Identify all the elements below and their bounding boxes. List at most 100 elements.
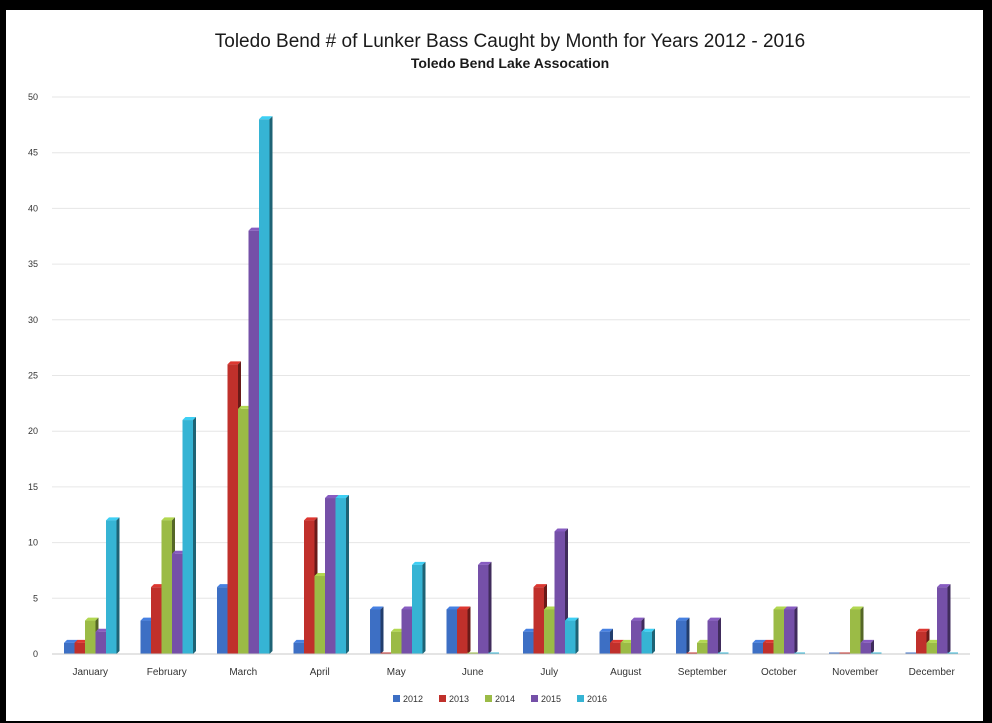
y-axis-ticks: 0 5 10 15 20 25 30 35 40 45 50 xyxy=(28,92,38,659)
y-tick-label: 30 xyxy=(28,315,38,325)
bars xyxy=(64,116,958,654)
bar-2012-september xyxy=(676,617,690,654)
bar-2016-october xyxy=(794,652,805,654)
bar-top xyxy=(304,517,318,521)
bar-side xyxy=(380,606,384,654)
bar-face xyxy=(554,531,565,654)
bar-face xyxy=(850,609,861,654)
legend-label: 2016 xyxy=(587,694,607,704)
bar-face xyxy=(227,364,238,654)
bar-face xyxy=(610,642,621,654)
y-tick-label: 15 xyxy=(28,482,38,492)
bar-face xyxy=(773,609,784,654)
bar-top xyxy=(335,495,349,499)
bar-top xyxy=(64,639,78,643)
bar-top xyxy=(106,517,120,521)
bar-face xyxy=(401,609,412,654)
bar-face xyxy=(916,631,927,654)
bar-face xyxy=(172,553,183,654)
bar-top xyxy=(773,606,787,610)
bar-face xyxy=(676,620,687,654)
x-category-label: February xyxy=(147,667,187,678)
bar-face xyxy=(763,642,774,654)
bar-face xyxy=(620,642,631,654)
bar-top xyxy=(457,606,471,610)
legend: 2012 2013 2014 2015 2016 xyxy=(393,694,607,704)
x-category-label: December xyxy=(909,667,956,678)
chart-title: Toledo Bend # of Lunker Bass Caught by M… xyxy=(215,31,805,52)
bar-top xyxy=(478,561,492,565)
bar-face xyxy=(905,652,916,654)
bar-face xyxy=(467,652,478,654)
bar-face xyxy=(544,609,555,654)
bar-2016-december xyxy=(947,652,958,654)
bar-2016-february xyxy=(182,417,196,654)
bar-face xyxy=(325,498,336,654)
legend-item-2012: 2012 xyxy=(393,694,423,704)
bar-2014-june xyxy=(467,652,478,654)
bar-face xyxy=(784,609,795,654)
bar-face xyxy=(106,520,117,654)
bar-face xyxy=(259,119,270,654)
bar-top xyxy=(697,639,711,643)
bar-top xyxy=(140,617,154,621)
bar-top xyxy=(784,606,798,610)
bar-top xyxy=(227,361,241,365)
bar-2016-november xyxy=(871,652,882,654)
legend-label: 2012 xyxy=(403,694,423,704)
legend-swatch xyxy=(485,695,492,702)
bar-top xyxy=(74,639,88,643)
chart-subtitle: Toledo Bend Lake Assocation xyxy=(411,55,609,71)
bar-face xyxy=(478,564,489,654)
bar-top xyxy=(610,639,624,643)
bar-side xyxy=(871,639,874,654)
bar-side xyxy=(718,617,721,654)
bar-top xyxy=(916,628,930,632)
x-category-label: January xyxy=(72,667,108,678)
bar-face xyxy=(565,620,576,654)
bar-top xyxy=(860,639,874,643)
bar-face xyxy=(631,620,642,654)
bar-2012-december xyxy=(905,652,916,654)
bar-face xyxy=(860,642,871,654)
bar-top xyxy=(95,628,109,632)
bar-2016-august xyxy=(641,628,655,654)
bar-face xyxy=(304,520,315,654)
bar-side xyxy=(193,417,196,654)
bar-2016-march xyxy=(259,116,273,654)
bar-face xyxy=(217,587,228,654)
bar-side xyxy=(488,561,492,654)
bar-top xyxy=(151,584,165,588)
bar-top xyxy=(325,495,339,499)
bar-top xyxy=(172,550,186,554)
bar-top xyxy=(676,617,690,621)
y-tick-label: 20 xyxy=(28,426,38,436)
legend-label: 2014 xyxy=(495,694,515,704)
bar-face xyxy=(488,652,499,654)
bar-top xyxy=(161,517,175,521)
y-tick-label: 35 xyxy=(28,259,38,269)
bar-2015-november xyxy=(860,639,874,654)
y-tick-label: 25 xyxy=(28,371,38,381)
bar-top xyxy=(238,405,252,409)
bar-face xyxy=(293,642,304,654)
bar-face xyxy=(457,609,468,654)
bar-2016-january xyxy=(106,517,120,654)
bar-side xyxy=(686,617,690,654)
bar-2013-september xyxy=(686,652,697,654)
legend-swatch xyxy=(393,695,400,702)
y-tick-label: 0 xyxy=(33,649,38,659)
y-tick-label: 10 xyxy=(28,538,38,548)
bar-face xyxy=(599,631,610,654)
bar-face xyxy=(523,631,534,654)
bar-top xyxy=(554,528,568,532)
y-tick-label: 50 xyxy=(28,92,38,102)
bar-side xyxy=(652,628,655,654)
bar-face xyxy=(937,587,948,654)
bar-face xyxy=(533,587,544,654)
bar-top xyxy=(401,606,415,610)
bar-face xyxy=(829,652,840,654)
bar-face xyxy=(718,652,729,654)
y-tick-label: 40 xyxy=(28,203,38,213)
bar-face xyxy=(335,498,346,654)
